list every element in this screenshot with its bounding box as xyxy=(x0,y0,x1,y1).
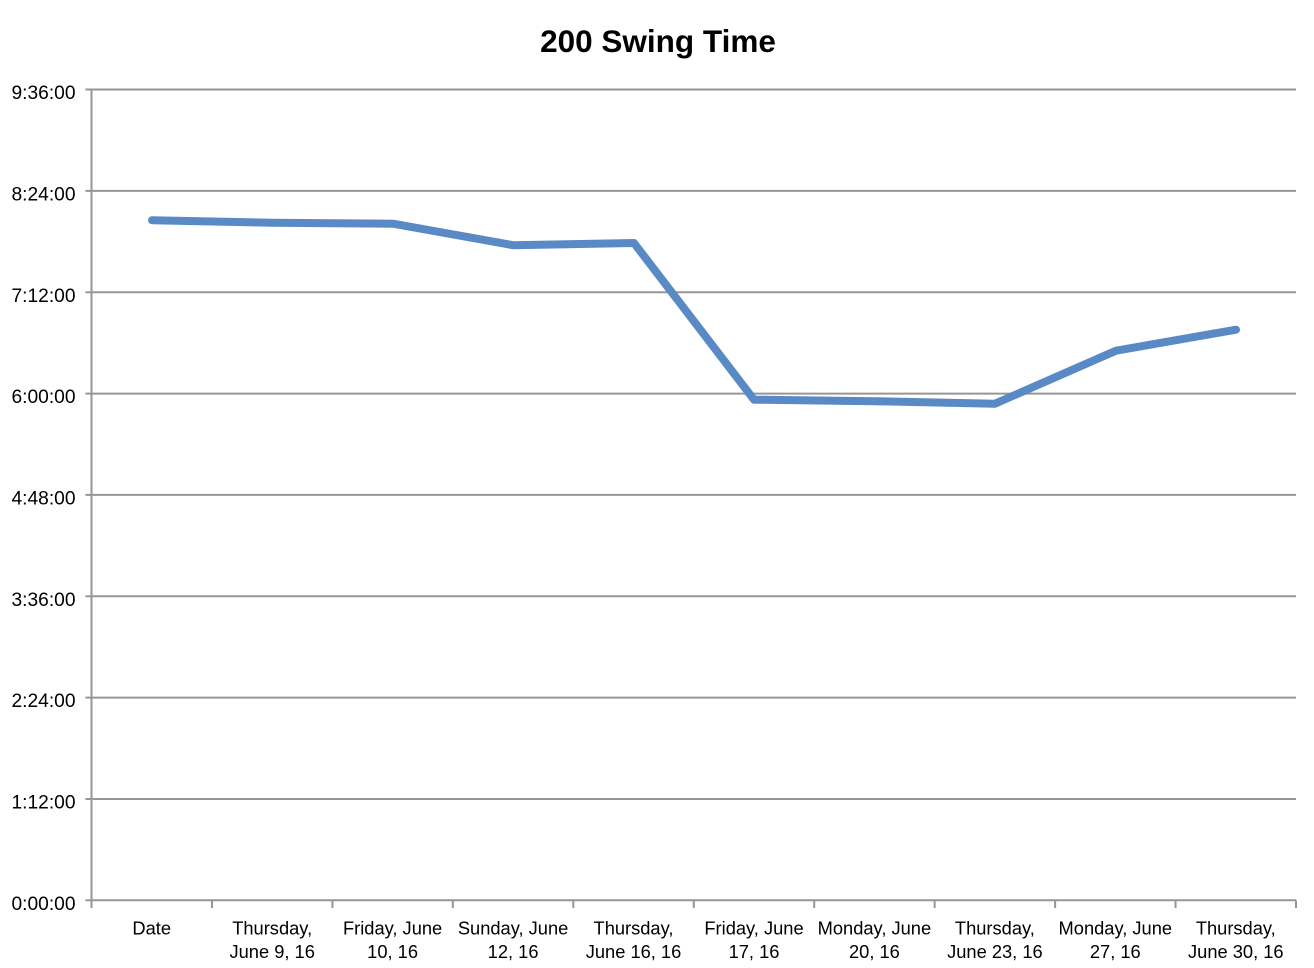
svg-text:June 16, 16: June 16, 16 xyxy=(586,941,682,962)
svg-text:Thursday,: Thursday, xyxy=(594,918,674,939)
svg-text:Monday, June: Monday, June xyxy=(1059,918,1172,939)
svg-text:Thursday,: Thursday, xyxy=(1196,918,1276,939)
svg-text:6:00:00: 6:00:00 xyxy=(11,387,75,408)
svg-text:Sunday, June: Sunday, June xyxy=(458,918,568,939)
svg-text:9:36:00: 9:36:00 xyxy=(11,83,75,104)
svg-text:12, 16: 12, 16 xyxy=(488,941,539,962)
svg-text:1:12:00: 1:12:00 xyxy=(11,793,75,814)
svg-text:27, 16: 27, 16 xyxy=(1090,941,1141,962)
svg-text:200 Swing Time: 200 Swing Time xyxy=(540,23,776,59)
svg-text:3:36:00: 3:36:00 xyxy=(11,590,75,611)
svg-text:10, 16: 10, 16 xyxy=(367,941,418,962)
svg-text:7:12:00: 7:12:00 xyxy=(11,286,75,307)
svg-text:0:00:00: 0:00:00 xyxy=(11,894,75,915)
svg-text:June 23, 16: June 23, 16 xyxy=(947,941,1043,962)
svg-text:Thursday,: Thursday, xyxy=(955,918,1035,939)
svg-text:June 9, 16: June 9, 16 xyxy=(230,941,315,962)
svg-text:Monday, June: Monday, June xyxy=(818,918,931,939)
svg-text:8:24:00: 8:24:00 xyxy=(11,185,75,206)
svg-text:Friday, June: Friday, June xyxy=(704,918,803,939)
svg-text:Friday, June: Friday, June xyxy=(343,918,442,939)
svg-text:4:48:00: 4:48:00 xyxy=(11,489,75,510)
svg-text:17, 16: 17, 16 xyxy=(729,941,780,962)
svg-text:20, 16: 20, 16 xyxy=(849,941,900,962)
svg-text:Date: Date xyxy=(132,918,171,939)
svg-text:2:24:00: 2:24:00 xyxy=(11,691,75,712)
svg-text:June 30, 16: June 30, 16 xyxy=(1188,941,1284,962)
svg-text:Thursday,: Thursday, xyxy=(232,918,312,939)
